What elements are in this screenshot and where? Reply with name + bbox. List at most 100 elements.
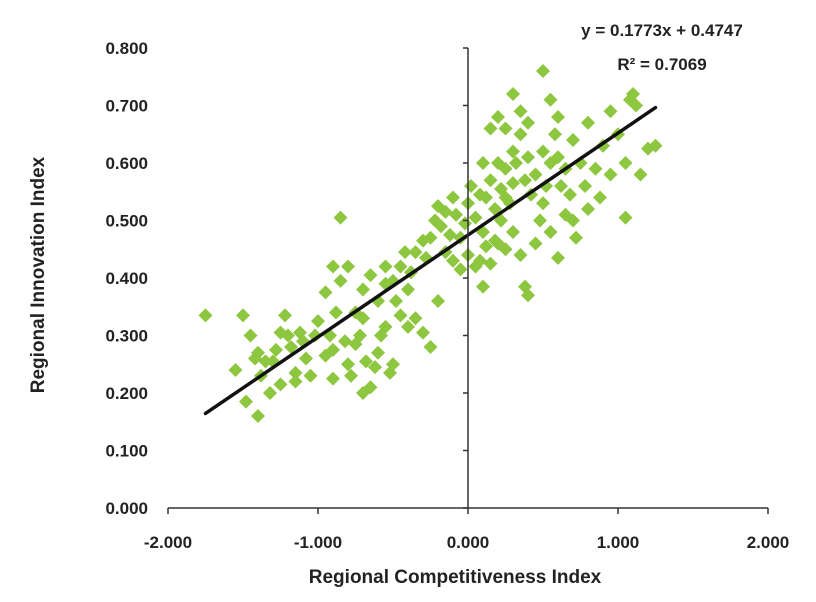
data-point: [479, 239, 493, 254]
data-point: [401, 282, 415, 297]
data-point: [521, 288, 535, 303]
data-point: [359, 354, 373, 369]
data-point: [578, 179, 592, 193]
data-point: [303, 368, 318, 383]
data-point: [368, 360, 382, 375]
data-point: [329, 305, 343, 320]
data-point: [479, 190, 493, 205]
data-point: [498, 161, 513, 176]
data-point: [618, 210, 633, 225]
data-point: [338, 334, 352, 349]
data-point: [416, 325, 430, 340]
data-point: [464, 179, 478, 193]
data-point: [341, 357, 355, 372]
data-point: [513, 104, 528, 119]
data-point: [498, 190, 513, 205]
data-point: [326, 342, 340, 357]
data-point: [333, 210, 348, 225]
data-point: [528, 167, 543, 182]
data-point: [353, 328, 367, 343]
y-tick-label: 0.300: [105, 327, 148, 346]
data-point: [518, 173, 532, 188]
data-point: [378, 259, 393, 274]
data-point: [551, 110, 565, 124]
data-point: [446, 190, 460, 205]
y-tick-label: 0.100: [105, 442, 148, 461]
data-point: [536, 144, 550, 159]
data-point: [581, 202, 595, 216]
y-tick-label: 0.800: [105, 39, 148, 58]
data-point: [236, 308, 250, 323]
data-point: [278, 308, 292, 323]
y-axis-title: Regional Innovation Index: [28, 156, 49, 393]
data-point: [629, 98, 643, 113]
data-point: [563, 187, 577, 202]
x-tick-label: -2.000: [144, 533, 192, 552]
data-point: [443, 227, 457, 242]
x-tick-label: 0.000: [447, 533, 490, 552]
data-point: [356, 386, 370, 400]
data-point: [603, 167, 618, 182]
data-point: [498, 121, 513, 136]
data-point: [521, 115, 535, 130]
data-point: [263, 386, 277, 400]
r-squared-label: R² = 0.7069: [617, 55, 706, 74]
data-point: [449, 207, 463, 222]
data-point: [618, 156, 633, 170]
data-point: [311, 314, 325, 329]
data-point: [483, 173, 498, 188]
data-point: [326, 371, 340, 386]
data-point: [528, 236, 543, 251]
data-point: [251, 345, 265, 360]
y-tick-label: 0.600: [105, 154, 148, 173]
data-point: [198, 308, 213, 323]
data-point: [299, 351, 313, 366]
y-tick-label: 0.500: [105, 212, 148, 231]
data-point: [566, 133, 580, 147]
data-point: [239, 394, 253, 409]
data-point: [408, 245, 423, 260]
data-point: [476, 156, 490, 170]
data-point: [543, 92, 558, 107]
data-point: [438, 204, 453, 219]
data-point: [551, 150, 565, 165]
data-point: [363, 268, 378, 283]
data-point: [533, 213, 547, 228]
y-tick-label: 0.000: [105, 499, 148, 518]
data-point: [581, 115, 595, 130]
trendline: [203, 105, 658, 416]
data-point: [536, 64, 550, 78]
data-point: [498, 242, 513, 257]
data-point: [393, 259, 408, 274]
y-tick-label: 0.700: [105, 97, 148, 116]
data-point: [453, 262, 468, 277]
data-point: [258, 354, 273, 369]
data-point: [269, 342, 283, 357]
data-point: [506, 225, 520, 239]
data-point: [513, 248, 528, 262]
data-point: [506, 144, 520, 159]
x-tick-label: 2.000: [747, 533, 790, 552]
data-point: [423, 340, 438, 354]
data-point: [593, 190, 607, 205]
data-point: [318, 285, 333, 300]
data-point: [569, 230, 583, 245]
data-point: [521, 150, 535, 165]
data-point: [491, 110, 505, 124]
data-point: [551, 250, 565, 265]
data-point: [251, 409, 265, 423]
data-point: [243, 328, 258, 343]
data-point: [378, 319, 393, 334]
x-tick-label: -1.000: [294, 533, 342, 552]
data-point: [341, 259, 355, 274]
x-axis-title: Regional Competitiveness Index: [309, 567, 602, 588]
data-point: [356, 282, 370, 297]
data-point: [434, 219, 448, 234]
data-point: [288, 365, 303, 380]
data-point: [228, 363, 243, 377]
data-point: [633, 167, 648, 182]
data-point: [284, 340, 298, 354]
data-point: [386, 357, 400, 372]
data-point: [554, 179, 568, 193]
